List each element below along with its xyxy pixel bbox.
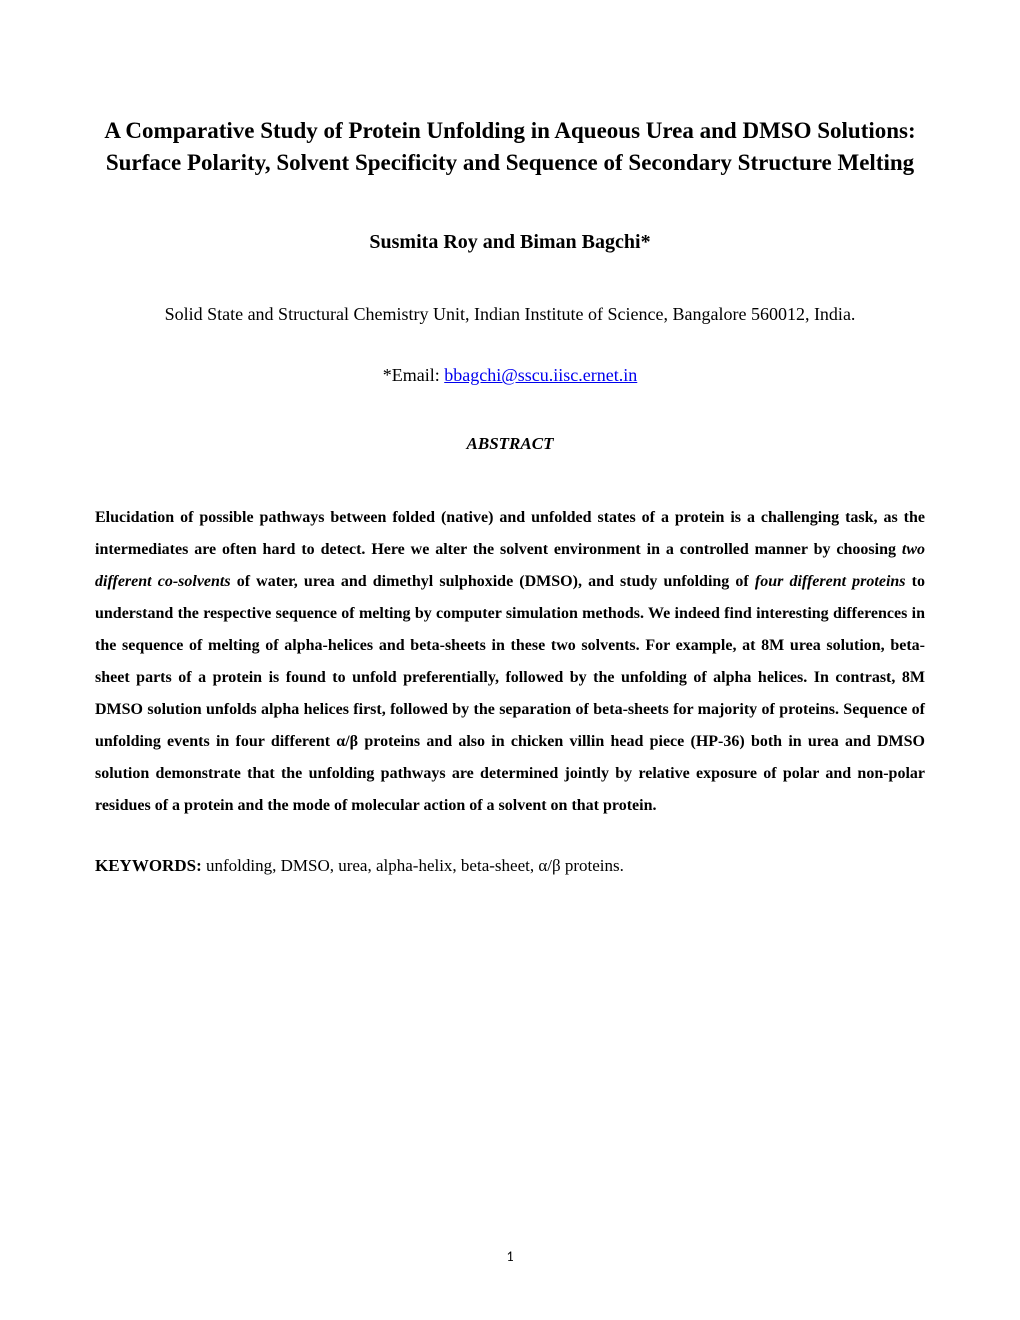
keywords-line: KEYWORDS: unfolding, DMSO, urea, alpha-h… (95, 852, 925, 879)
abstract-text-2: of water, urea and dimethyl sulphoxide (… (231, 573, 755, 590)
email-prefix: *Email: (383, 365, 445, 385)
corresponding-email-line: *Email: bbagchi@sscu.iisc.ernet.in (95, 365, 925, 386)
keywords-label: KEYWORDS: (95, 856, 206, 875)
paper-affiliation: Solid State and Structural Chemistry Uni… (95, 304, 925, 325)
abstract-text-3: to understand the respective sequence of… (95, 573, 925, 814)
abstract-text-1: Elucidation of possible pathways between… (95, 509, 925, 558)
keywords-text: unfolding, DMSO, urea, alpha-helix, beta… (206, 856, 624, 875)
page-number: 1 (0, 1248, 1020, 1265)
abstract-heading: ABSTRACT (95, 434, 925, 454)
abstract-body: Elucidation of possible pathways between… (95, 502, 925, 822)
paper-authors: Susmita Roy and Biman Bagchi* (95, 231, 925, 254)
abstract-italic-2: four different proteins (755, 573, 906, 590)
paper-title: A Comparative Study of Protein Unfolding… (95, 115, 925, 179)
email-link[interactable]: bbagchi@sscu.iisc.ernet.in (444, 365, 637, 385)
